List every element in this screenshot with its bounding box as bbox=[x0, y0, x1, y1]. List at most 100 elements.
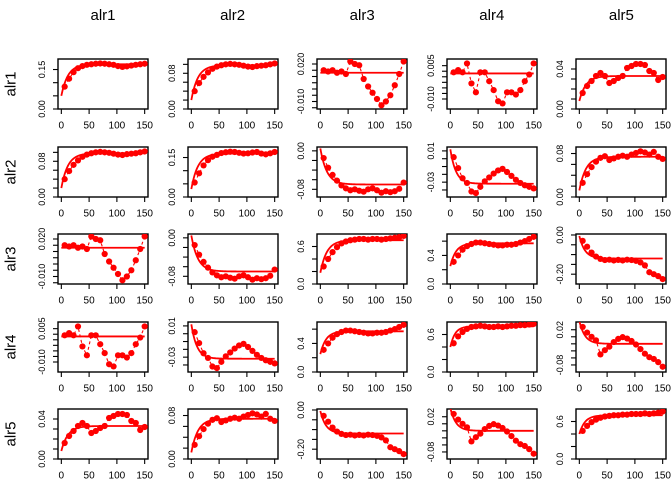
y-tick-label: 0.00 bbox=[37, 188, 47, 206]
x-tick-label: 150 bbox=[396, 208, 413, 219]
x-tick-label: 100 bbox=[109, 383, 126, 394]
panel-alr3-alr2: -0.08 0.00 0 50 100 150 bbox=[167, 229, 283, 306]
x-tick-label: 100 bbox=[368, 296, 385, 307]
y-tick-label: 0.08 bbox=[167, 65, 177, 83]
column-title-alr1: alr1 bbox=[90, 7, 116, 24]
x-tick-label: 150 bbox=[525, 383, 542, 394]
x-tick-label: 150 bbox=[136, 471, 153, 480]
x-tick-label: 150 bbox=[655, 471, 672, 480]
panel-alr2-alr3: -0.08 0.00 0 50 100 150 bbox=[296, 142, 413, 219]
y-tick-label: -0.010 bbox=[426, 86, 436, 112]
x-tick-label: 50 bbox=[472, 471, 484, 480]
x-tick-label: 50 bbox=[213, 121, 225, 132]
x-tick-label: 0 bbox=[318, 383, 324, 394]
y-tick-label: 0.00 bbox=[296, 142, 306, 160]
y-tick-label: 0.00 bbox=[555, 188, 565, 206]
column-title-alr5: alr5 bbox=[608, 7, 634, 24]
x-tick-label: 0 bbox=[577, 383, 583, 394]
panel-alr1-alr4: -0.010 0.005 0 50 100 150 bbox=[426, 54, 542, 132]
x-tick-label: 150 bbox=[655, 121, 672, 132]
x-tick-label: 150 bbox=[655, 208, 672, 219]
panel-alr5-alr2: 0.00 0.08 0 50 100 150 bbox=[167, 407, 283, 480]
x-tick-label: 50 bbox=[343, 296, 355, 307]
x-tick-label: 0 bbox=[447, 208, 453, 219]
x-tick-label: 0 bbox=[188, 208, 194, 219]
x-tick-label: 150 bbox=[655, 296, 672, 307]
x-tick-label: 150 bbox=[266, 471, 283, 480]
x-tick-label: 0 bbox=[577, 296, 583, 307]
x-tick-label: 100 bbox=[109, 296, 126, 307]
x-tick-label: 50 bbox=[472, 121, 484, 132]
panel-alr3-alr5: -0.20 0.00 0 50 100 150 bbox=[555, 226, 672, 307]
x-tick-label: 150 bbox=[266, 383, 283, 394]
y-tick-label: 0.00 bbox=[555, 226, 565, 244]
x-tick-label: 100 bbox=[238, 208, 255, 219]
y-tick-label: 0.00 bbox=[167, 188, 177, 206]
y-tick-label: 0.6 bbox=[555, 415, 565, 428]
x-tick-label: 50 bbox=[602, 208, 614, 219]
panel-alr2-alr5: 0.00 0.08 0 50 100 150 bbox=[555, 144, 672, 219]
panel-alr1-alr2: 0.00 0.08 0 50 100 150 bbox=[167, 58, 283, 132]
y-tick-label: 0.00 bbox=[296, 401, 306, 419]
x-tick-label: 50 bbox=[343, 471, 355, 480]
x-tick-label: 50 bbox=[213, 383, 225, 394]
x-tick-label: 100 bbox=[627, 296, 644, 307]
y-tick-label: 0.08 bbox=[37, 152, 47, 170]
y-tick-label: -0.03 bbox=[426, 171, 436, 192]
y-tick-label: 0.04 bbox=[37, 410, 47, 428]
x-tick-label: 50 bbox=[84, 121, 96, 132]
y-tick-label: 0.0 bbox=[426, 365, 436, 378]
x-tick-label: 50 bbox=[602, 383, 614, 394]
x-tick-label: 100 bbox=[627, 383, 644, 394]
x-tick-label: 50 bbox=[602, 121, 614, 132]
x-tick-label: 150 bbox=[525, 471, 542, 480]
panel-alr1-alr1: 0.00 0.15 0 50 100 150 bbox=[37, 58, 153, 132]
y-tick-label: -0.03 bbox=[167, 346, 177, 367]
y-tick-label: -0.010 bbox=[37, 264, 47, 290]
x-tick-label: 0 bbox=[59, 471, 65, 480]
x-tick-label: 0 bbox=[59, 383, 65, 394]
y-tick-label: 0.6 bbox=[296, 240, 306, 253]
x-tick-label: 100 bbox=[497, 208, 514, 219]
y-tick-label: -0.010 bbox=[296, 89, 306, 115]
x-tick-label: 100 bbox=[109, 121, 126, 132]
x-tick-label: 50 bbox=[84, 383, 96, 394]
y-tick-label: 0.02 bbox=[555, 320, 565, 338]
y-tick-label: -0.08 bbox=[167, 266, 177, 287]
y-tick-label: 0.0 bbox=[426, 278, 436, 291]
x-tick-label: 0 bbox=[59, 208, 65, 219]
row-label-alr5: alr5 bbox=[2, 421, 20, 447]
panel-alr2-alr2: 0.00 0.15 0 50 100 150 bbox=[167, 145, 283, 219]
panel-alr4-alr4: 0.0 0.6 0 50 100 150 bbox=[426, 320, 542, 394]
panel-alr1-alr3: -0.010 0.020 0 50 100 150 bbox=[296, 53, 413, 132]
x-tick-label: 100 bbox=[368, 208, 385, 219]
y-tick-label: -0.20 bbox=[555, 264, 565, 285]
x-tick-label: 0 bbox=[188, 121, 194, 132]
y-tick-label: 0.4 bbox=[426, 249, 436, 262]
x-tick-label: 100 bbox=[109, 208, 126, 219]
panel-alr4-alr5: -0.08 0.02 0 50 100 150 bbox=[555, 320, 671, 394]
x-tick-label: 150 bbox=[396, 121, 413, 132]
x-tick-label: 100 bbox=[238, 121, 255, 132]
y-tick-label: -0.010 bbox=[37, 349, 47, 375]
x-tick-label: 100 bbox=[109, 471, 126, 480]
x-tick-label: 0 bbox=[318, 208, 324, 219]
x-tick-label: 0 bbox=[577, 208, 583, 219]
x-tick-label: 150 bbox=[525, 121, 542, 132]
x-tick-label: 150 bbox=[525, 296, 542, 307]
panel-alr5-alr4: -0.08 0.02 0 50 100 150 bbox=[426, 408, 542, 480]
x-tick-label: 50 bbox=[343, 121, 355, 132]
x-tick-label: 50 bbox=[84, 208, 96, 219]
x-tick-label: 150 bbox=[136, 121, 153, 132]
x-tick-label: 100 bbox=[627, 121, 644, 132]
x-tick-label: 100 bbox=[368, 121, 385, 132]
panel-alr2-alr4: -0.03 0.01 0 50 100 150 bbox=[426, 142, 542, 219]
panel-alr5-alr3: -0.20 0.00 0 50 100 150 bbox=[296, 401, 413, 480]
x-tick-label: 150 bbox=[136, 208, 153, 219]
y-tick-label: 0.01 bbox=[426, 142, 436, 160]
panel-alr4-alr1: -0.010 0.005 0 50 100 150 bbox=[37, 317, 153, 394]
x-tick-label: 150 bbox=[396, 471, 413, 480]
panel-alr4-alr2: -0.03 0.01 0 50 100 150 bbox=[167, 317, 283, 394]
y-tick-label: 0.00 bbox=[37, 450, 47, 468]
